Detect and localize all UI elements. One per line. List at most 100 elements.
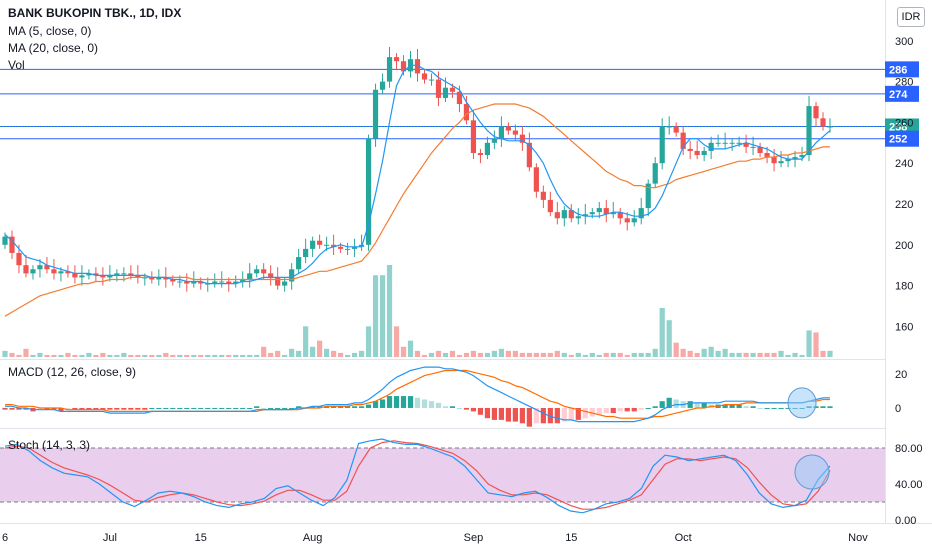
volume-bar: [792, 352, 798, 357]
volume-bar: [533, 352, 539, 357]
volume-bar: [331, 350, 337, 357]
time-tick-label: Jul: [103, 532, 117, 544]
macd-legend: MACD (12, 26, close, 9): [8, 365, 137, 379]
macd-histogram-bar: [16, 407, 22, 410]
volume-bar: [226, 354, 232, 357]
stoch-tick-label: 0.00: [895, 515, 916, 527]
macd-histogram-bar: [170, 407, 176, 409]
volume-bar: [93, 354, 99, 357]
volume-bar: [414, 350, 421, 357]
candle-body: [184, 281, 190, 284]
candle-body: [659, 126, 665, 164]
macd-histogram-bar: [149, 407, 155, 409]
time-tick-label: Nov: [848, 532, 868, 544]
candle-body: [813, 106, 819, 119]
macd-histogram-bar: [540, 407, 546, 424]
candle-body: [554, 212, 560, 219]
candle-body: [799, 155, 805, 158]
candle-body: [687, 148, 693, 151]
price-panel: [0, 46, 885, 357]
candle-body: [135, 275, 141, 278]
candle-body: [100, 275, 106, 278]
macd-histogram-bar: [107, 407, 113, 410]
macd-histogram-bar: [177, 407, 183, 409]
volume-bar: [247, 354, 253, 357]
price-tick-label: 260: [895, 117, 913, 129]
stoch-k-line: [4, 438, 831, 514]
candle-body: [51, 269, 57, 274]
volume-bar: [736, 352, 742, 357]
volume-bar: [477, 352, 484, 357]
macd-histogram-bar: [694, 402, 700, 408]
volume-bar: [813, 332, 819, 357]
candle-body: [757, 146, 763, 153]
currency-button[interactable]: IDR: [897, 7, 925, 27]
volume-bar: [701, 348, 707, 357]
candle-body: [645, 183, 651, 209]
candle-body: [177, 281, 183, 283]
macd-histogram-bar: [282, 407, 288, 409]
macd-histogram-bar: [456, 407, 463, 409]
macd-histogram-bar: [135, 407, 141, 410]
candle-body: [575, 216, 581, 219]
volume-bar: [771, 352, 777, 357]
stoch-tick-label: 40.00: [895, 479, 923, 491]
candle-body: [296, 257, 302, 270]
volume-bar: [303, 326, 309, 357]
candle-body: [463, 104, 470, 121]
macd-histogram-bar: [93, 407, 99, 410]
volume-bar: [51, 354, 57, 357]
volume-bar: [30, 354, 36, 357]
volume-bar: [617, 352, 623, 357]
volume-bar: [114, 354, 120, 357]
macd-histogram-bar: [79, 407, 85, 410]
candle-body: [764, 153, 770, 158]
volume-bar: [561, 352, 567, 357]
candle-body: [722, 142, 728, 144]
stoch-tick-label: 80.00: [895, 443, 923, 455]
candle-body: [337, 246, 344, 249]
volume-bar: [764, 352, 770, 357]
candle-body: [303, 248, 309, 258]
volume-bar: [23, 348, 29, 357]
volume-bar: [582, 354, 588, 357]
candle-body: [268, 273, 274, 278]
macd-histogram-bar: [121, 407, 127, 410]
volume-bar: [638, 352, 644, 357]
candle-body: [715, 142, 721, 144]
candle-body: [743, 142, 749, 147]
macd-histogram-bar: [156, 407, 162, 409]
volume-bar: [708, 346, 714, 357]
candle-body: [526, 142, 532, 168]
macd-histogram-bar: [603, 407, 609, 414]
time-tick-label: 15: [195, 532, 207, 544]
macd-histogram-bar: [666, 397, 672, 408]
price-tick-label: 280: [895, 77, 913, 89]
macd-histogram-bar: [142, 407, 148, 410]
volume-bar: [156, 354, 162, 357]
macd-histogram-bar: [701, 402, 707, 408]
candle-body: [820, 118, 826, 127]
candle-body: [673, 126, 679, 133]
candle-body: [484, 142, 491, 156]
candle-body: [282, 281, 288, 286]
volume-bar: [652, 348, 658, 357]
macd-line: [5, 366, 830, 423]
macd-histogram-bar: [337, 406, 344, 408]
macd-histogram-bar: [631, 407, 637, 412]
macd-histogram-bar: [100, 407, 106, 410]
macd-histogram-bar: [72, 407, 78, 410]
macd-histogram-bar: [184, 407, 190, 409]
macd-histogram-bar: [722, 404, 728, 408]
macd-tick-label: 0: [895, 403, 901, 415]
macd-histogram-bar: [414, 397, 421, 408]
volume-bar: [575, 352, 581, 357]
volume-bar: [596, 354, 602, 357]
candle-body: [86, 273, 92, 276]
volume-bar: [275, 350, 281, 357]
volume-bar: [680, 348, 686, 357]
candle-body: [254, 269, 260, 274]
candle-body: [414, 59, 421, 74]
macd-histogram-bar: [519, 407, 525, 424]
